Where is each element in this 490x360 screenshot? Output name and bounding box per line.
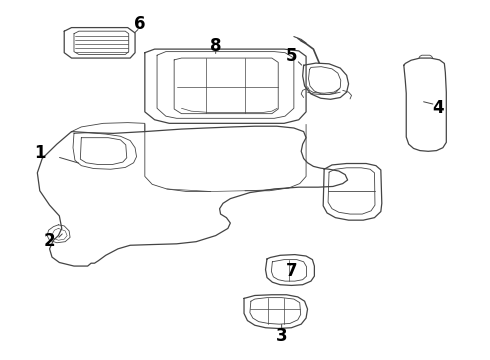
Text: 3: 3 [276, 327, 288, 345]
Text: 6: 6 [134, 15, 146, 33]
Text: 2: 2 [44, 232, 55, 250]
Text: 1: 1 [34, 144, 46, 162]
Text: 4: 4 [432, 99, 444, 117]
Text: 5: 5 [286, 47, 297, 65]
Text: 7: 7 [286, 262, 297, 280]
Text: 8: 8 [210, 36, 221, 54]
